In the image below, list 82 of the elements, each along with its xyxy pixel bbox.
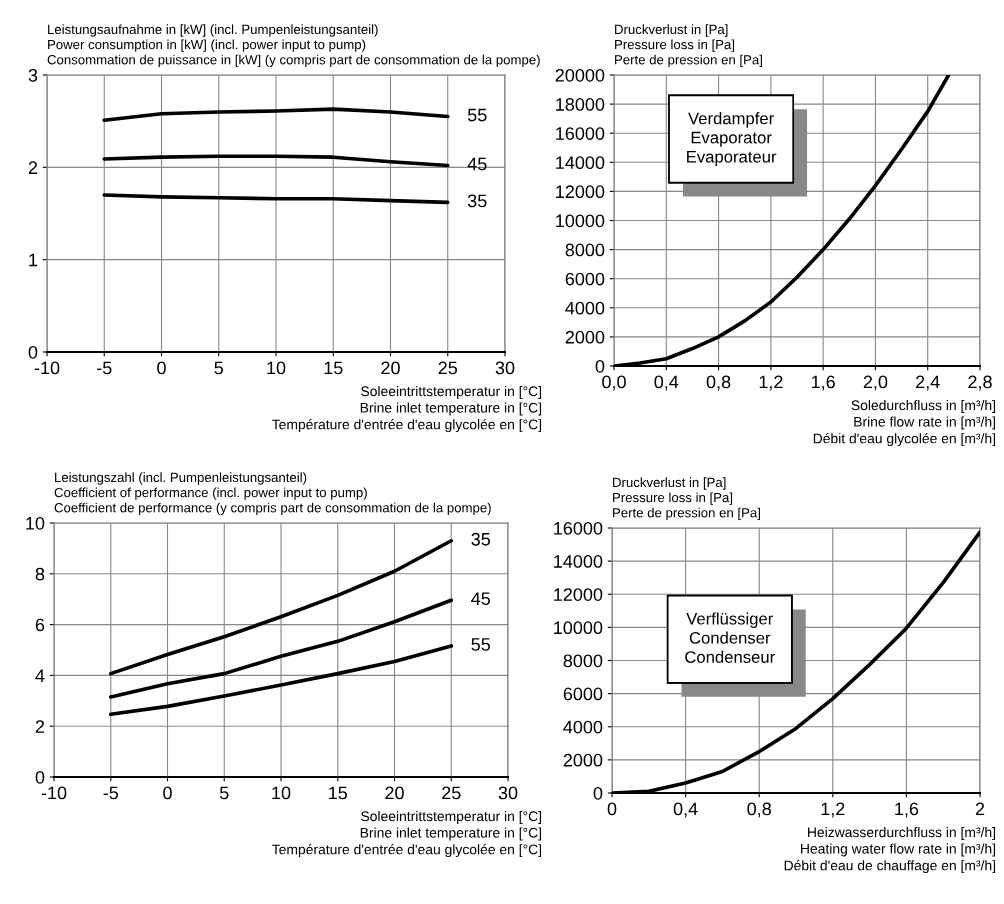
x-tick-label: -5 [97,361,112,375]
annotation: Verdampfer Evaporator Evaporateur [687,112,777,166]
line-series [102,193,450,205]
y-tick-label: 3 [28,68,38,82]
y-axis-title: Leistungszahl (incl. Pumpenleistungsanteil) Coefficient of performance (incl. power input to pump) Coefficient de performance (y compris part de consommation de la pompe) [54,472,491,515]
y-tick-label: 4000 [563,720,603,734]
y-tick-label: 8000 [565,243,605,257]
x-tick-label: 10 [272,786,291,800]
y-tick-label: 10000 [554,621,603,635]
series-label: 35 [467,194,487,208]
y-tick-label: 6000 [563,687,603,701]
line-series [102,154,450,168]
y-axis-title: Leistungsaufnahme in [kW] (incl. Pumpenleistungsanteil) Power consumption in [kW] (incl. power input to pump) Consommation de puissance in [kW] (y compris part de consommation de la pompe) [47,24,540,67]
x-tick-label: 5 [214,361,224,375]
x-tick-label: 0 [157,361,166,375]
y-tick-label: 10000 [556,214,605,228]
y-tick-label: 2 [28,161,38,174]
y-axis-title: Druckverlust in [Pa] Pressure loss in [Pa] Perte de pression en [Pa] [615,24,762,67]
x-tick-label: 1,6 [895,802,919,818]
x-tick-label: 5 [219,786,229,800]
y-tick-label: 14000 [556,156,605,170]
x-tick-label: 0,8 [747,802,771,818]
y-tick-label: 14000 [554,555,603,568]
y-tick-label: 16000 [554,521,603,535]
x-tick-label: -10 [41,786,67,800]
y-tick-label: 2000 [565,330,605,344]
x-tick-label: 20 [385,786,404,800]
y-axis-title: Druckverlust in [Pa] Pressure loss in [Pa] Perte de pression en [Pa] [613,477,760,520]
x-tick-label: 15 [329,786,348,800]
y-tick-label: 0 [28,345,38,359]
y-tick-label: 8000 [563,654,603,668]
x-tick-label: 25 [438,361,458,375]
x-tick-label: 15 [324,361,343,375]
x-tick-label: -10 [34,361,60,375]
x-tick-label: 0,4 [654,375,679,391]
y-tick-label: 16000 [556,127,605,140]
x-tick-label: 1,2 [759,375,783,391]
y-tick-label: 8 [35,567,45,581]
series-label: 45 [471,592,491,606]
x-axis-title: Heizwasserdurchfluss in [m³/h] Heating water flow rate in [m³/h] Débit d'eau de chauffage en [m³/h] [784,827,996,874]
annotation: Verflüssiger Condenser Condenseur [685,612,775,663]
line-series [102,107,450,123]
y-tick-label: 6 [35,618,45,632]
x-tick-label: 0 [163,786,172,800]
x-tick-label: 2,8 [968,375,992,391]
x-axis-title: Soleeintrittstemperatur in [°C] Brine inlet temperature in [°C] Température d'entrée d'eau glycolée en [°C] [272,811,542,858]
x-tick-label: 0,4 [673,802,698,818]
x-tick-label: 0,8 [706,375,731,391]
x-axis-title: Soleeintrittstemperatur in [°C] Brine inlet temperature in [°C] Température d'entrée d'eau glycolée en [°C] [272,386,542,433]
y-tick-label: 6000 [565,272,605,286]
x-tick-label: 2 [975,802,985,816]
x-tick-label: 2,4 [916,375,940,391]
x-tick-label: 10 [267,361,286,375]
y-tick-label: 18000 [556,98,605,111]
line-series [108,644,454,717]
x-axis-title: Soledurchfluss in [m³/h] Brine flow rate in [m³/h] Débit d'eau glycolée en [m³/h] [813,400,996,447]
series-label: 45 [467,157,487,171]
x-tick-label: 30 [498,786,518,800]
y-tick-label: 1 [29,253,38,267]
y-tick-label: 12000 [556,185,605,199]
y-tick-label: 10 [26,516,45,530]
y-tick-label: 12000 [554,588,603,601]
x-tick-label: 1,2 [821,802,845,818]
x-tick-label: 20 [381,361,400,375]
x-tick-label: 0,0 [602,375,626,391]
x-tick-label: 30 [495,361,515,375]
y-tick-label: 4000 [565,301,605,315]
y-tick-label: 20000 [555,68,605,82]
x-tick-label: -5 [103,786,119,800]
x-tick-label: 25 [442,786,461,800]
y-tick-label: 2000 [563,753,603,767]
line-series [108,598,454,699]
y-tick-label: 0 [35,770,45,784]
line-series [108,538,454,676]
series-label: 35 [471,532,491,546]
series-label: 55 [471,638,491,651]
series-label: 55 [467,108,487,122]
y-tick-label: 2 [35,720,45,733]
x-tick-label: 2,0 [863,375,888,391]
x-tick-label: 0 [607,802,617,816]
x-tick-label: 1,6 [811,375,835,391]
y-tick-label: 4 [35,669,45,682]
